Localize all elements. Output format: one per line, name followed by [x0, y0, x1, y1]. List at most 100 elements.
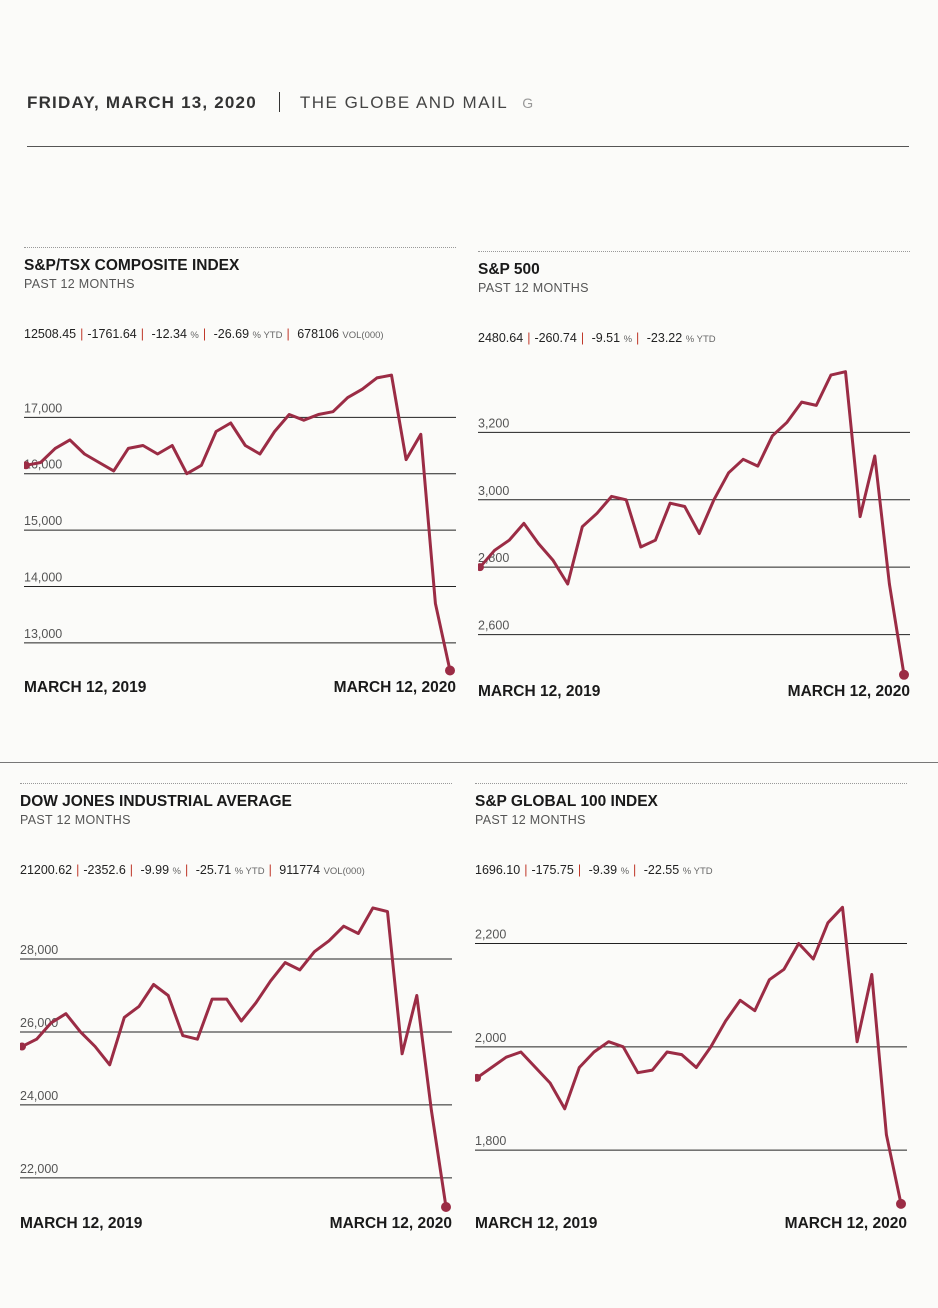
data-point — [112, 469, 115, 473]
chart-subtitle: PAST 12 MONTHS — [24, 277, 135, 291]
end-date-label: MARCH 12, 2020 — [329, 1215, 452, 1232]
data-point — [185, 472, 189, 475]
stat-last: 21200.62 — [20, 863, 73, 877]
data-point — [753, 1009, 756, 1012]
data-point — [342, 924, 345, 928]
tsx-panel: S&P/TSX COMPOSITE INDEX PAST 12 MONTHS 1… — [24, 247, 456, 717]
stat-volume-unit: VOL(000) — [323, 866, 365, 877]
start-date-label: MARCH 12, 2019 — [20, 1215, 143, 1232]
stat-volume: 678106 — [297, 327, 339, 341]
data-point — [522, 522, 526, 525]
start-date-label: MARCH 12, 2019 — [478, 683, 601, 700]
page-fold-divider — [0, 762, 938, 763]
data-point — [826, 921, 830, 925]
stat-ytd-unit: % YTD — [234, 866, 265, 877]
data-point — [607, 1040, 610, 1043]
data-point — [298, 968, 301, 972]
stat-change: -260.74 — [534, 331, 577, 345]
data-point — [493, 549, 496, 552]
data-point — [210, 997, 214, 1001]
data-point — [39, 461, 42, 464]
data-point — [639, 545, 643, 549]
data-point — [768, 978, 771, 981]
data-point — [508, 539, 511, 542]
data-point — [68, 438, 72, 442]
data-point — [123, 1016, 126, 1019]
data-point — [654, 539, 657, 542]
data-point — [756, 464, 759, 468]
data-point — [622, 1045, 625, 1049]
data-point — [855, 1040, 859, 1043]
data-point — [665, 1050, 669, 1054]
header-separator — [278, 92, 280, 112]
chart-title: S&P 500 — [478, 261, 540, 278]
stat-ytd: -26.69 — [213, 327, 250, 341]
data-point — [346, 396, 349, 399]
data-point — [35, 1038, 38, 1041]
data-point — [152, 983, 155, 986]
data-point — [668, 501, 672, 505]
data-point — [156, 452, 159, 456]
y-tick-label: 22,000 — [20, 1162, 58, 1176]
stat-pct-unit: % — [172, 866, 181, 877]
data-point — [415, 994, 418, 997]
data-point — [171, 444, 174, 447]
data-point — [93, 1045, 97, 1048]
data-point — [430, 1109, 433, 1112]
series-line — [476, 905, 903, 1205]
data-point — [712, 498, 716, 501]
data-point — [858, 515, 862, 518]
stats-line: 21200.62 | -2352.6 | -9.99 % | -25.71 % YTD |… — [20, 863, 365, 877]
data-point — [254, 1001, 258, 1004]
data-point — [361, 387, 364, 391]
start-marker — [478, 563, 484, 572]
y-tick-label: 28,000 — [20, 943, 58, 957]
data-point — [771, 434, 774, 437]
y-tick-label: 16,000 — [24, 458, 62, 472]
chart-title: S&P GLOBAL 100 INDEX — [475, 793, 658, 810]
data-point — [785, 421, 789, 424]
chart-subtitle: PAST 12 MONTHS — [20, 813, 131, 827]
data-point — [79, 1030, 82, 1034]
data-point — [50, 1021, 53, 1025]
data-point — [434, 602, 437, 605]
chart-title: DOW JONES INDUSTRIAL AVERAGE — [20, 793, 292, 810]
data-point — [741, 458, 745, 461]
stat-ytd: -22.55 — [643, 863, 680, 877]
data-point — [551, 559, 555, 562]
data-point — [386, 910, 389, 913]
data-point — [317, 413, 320, 416]
data-point — [64, 1012, 68, 1015]
data-point — [404, 458, 408, 461]
chart-title: S&P/TSX COMPOSITE INDEX — [24, 257, 240, 274]
stat-change: -1761.64 — [87, 327, 137, 341]
stats-line: 12508.45 | -1761.64 | -12.34 % | -26.69 % YT… — [24, 327, 384, 341]
data-point — [505, 1055, 508, 1059]
data-point — [873, 454, 876, 458]
data-point — [240, 1019, 243, 1023]
data-point — [815, 404, 818, 407]
stat-ytd-unit: % YTD — [682, 866, 713, 877]
end-marker — [445, 665, 455, 676]
data-point — [844, 370, 847, 373]
end-date-label: MARCH 12, 2020 — [333, 679, 456, 696]
data-point — [680, 1053, 683, 1056]
data-point — [141, 444, 145, 447]
data-point — [137, 1005, 141, 1008]
data-point — [97, 461, 101, 464]
data-point — [83, 452, 86, 456]
data-point — [548, 1081, 552, 1085]
y-tick-label: 17,000 — [24, 401, 62, 415]
end-marker — [896, 1198, 906, 1209]
dow-panel: DOW JONES INDUSTRIAL AVERAGE PAST 12 MON… — [20, 783, 452, 1253]
sp500-panel: S&P 500 PAST 12 MONTHS 2480.64 | -260.74 | … — [478, 251, 910, 721]
data-point — [214, 430, 218, 433]
data-point — [885, 1133, 888, 1136]
stat-pct: -9.51 — [591, 331, 621, 345]
data-point — [727, 471, 730, 475]
stat-last: 1696.10 — [475, 863, 521, 877]
y-tick-label: 15,000 — [24, 514, 62, 528]
series-line — [25, 373, 452, 671]
